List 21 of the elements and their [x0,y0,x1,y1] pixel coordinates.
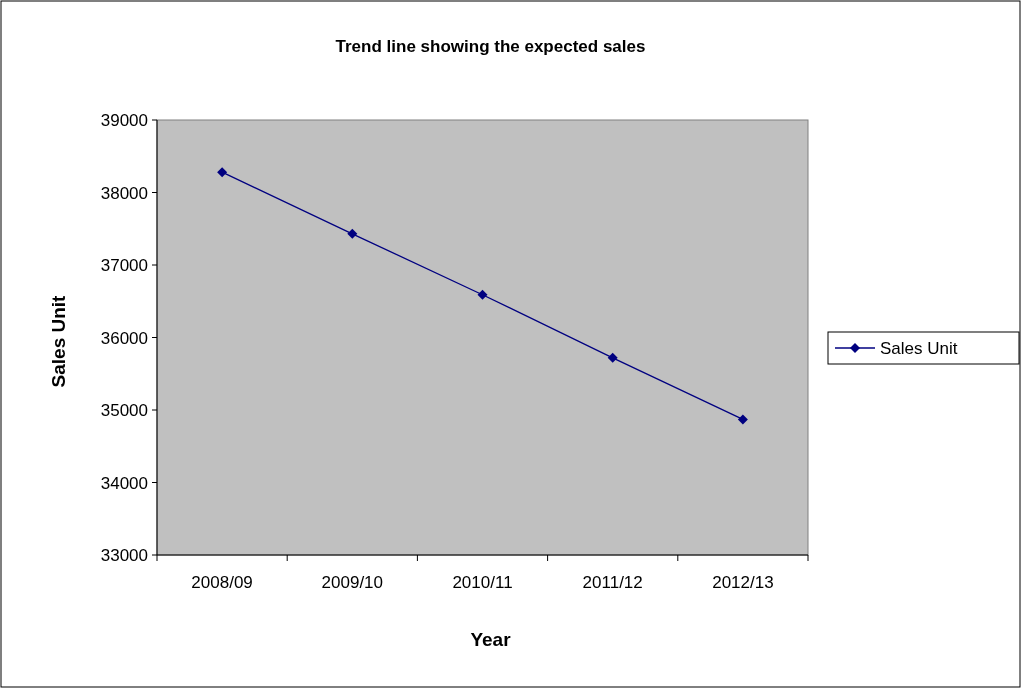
x-tick-label: 2010/11 [452,573,513,592]
legend-label: Sales Unit [880,339,958,358]
x-axis-title: Year [470,629,512,650]
x-tick-label: 2008/09 [191,573,253,592]
x-tick-label: 2012/13 [712,573,774,592]
x-tick-label: 2009/10 [321,573,384,592]
point [217,167,228,178]
y-axis-title: Sales Unit [48,294,69,388]
y-tick-label: 38000 [100,183,148,203]
y-tick-label: 35000 [100,401,148,420]
y-tick-label: 36000 [100,328,148,348]
y-tick-label: 37000 [100,256,148,275]
x-tick-label: 2011/12 [582,573,643,592]
y-tick-label: 39000 [100,111,148,130]
chart-title: Trend line showing the expected sales [335,37,646,56]
y-tick-label: 33000 [100,546,148,565]
point [737,414,748,425]
y-tick-label: 34000 [100,473,148,493]
point [347,228,358,239]
point [607,352,618,363]
point [477,289,488,300]
